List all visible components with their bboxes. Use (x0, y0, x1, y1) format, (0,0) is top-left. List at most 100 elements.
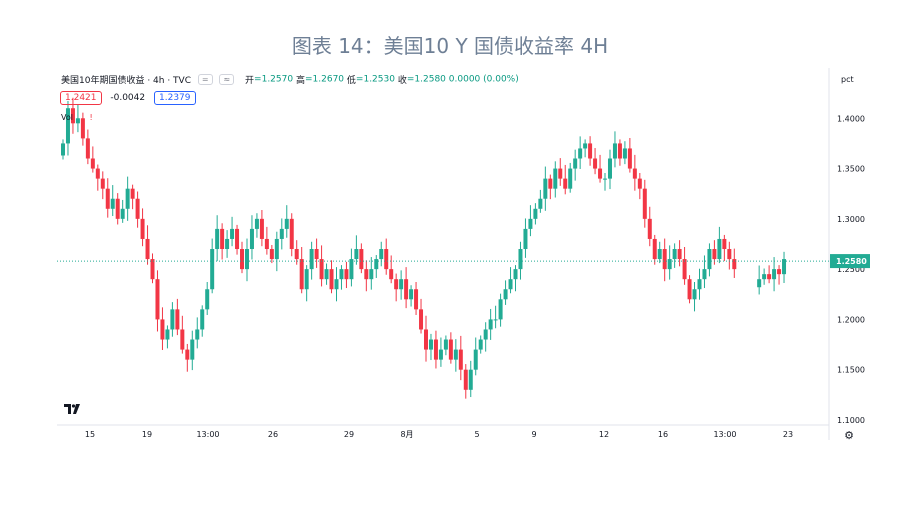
candle-body (190, 339, 195, 360)
spread-value: -0.0042 (110, 93, 146, 103)
candle-body (220, 228, 225, 250)
y-tick-label: 1.4000 (837, 114, 865, 123)
candle-body (727, 249, 732, 260)
candle-body (135, 198, 140, 219)
candle-body (424, 329, 428, 350)
candle-body (588, 143, 593, 159)
candle-body (622, 148, 627, 159)
high-value: =1.2670 (304, 74, 345, 85)
candle-body (145, 238, 150, 260)
candle-body (762, 274, 767, 280)
candle-body (702, 269, 707, 280)
candle-body (225, 238, 230, 250)
candle-body (538, 198, 543, 209)
y-tick-label: 1.3000 (837, 215, 865, 224)
candle-body (513, 269, 518, 280)
x-tick-label: 9 (531, 430, 536, 439)
candle-body (75, 118, 80, 124)
warning-icon[interactable]: ! (89, 113, 93, 122)
candle-body (284, 218, 289, 229)
volume-legend[interactable]: Vol ! (61, 113, 93, 122)
x-tick-label: 13:00 (196, 430, 219, 439)
candle-body (274, 238, 279, 260)
candle-body (463, 369, 468, 390)
candle-body (612, 143, 617, 159)
candle-body (389, 269, 394, 280)
candle-body (304, 269, 309, 290)
candle-body (349, 259, 354, 280)
eye-toggle-icon[interactable]: = (197, 74, 213, 85)
x-tick-label: 12 (599, 430, 609, 439)
open-value: =1.2570 (254, 74, 294, 85)
x-tick-label: 29 (344, 430, 354, 439)
candle-body (210, 249, 215, 290)
candle-body (438, 349, 443, 360)
candle-body (707, 249, 712, 270)
y-tick-label: 1.1500 (837, 366, 865, 375)
y-tick-label: 1.3500 (837, 165, 865, 174)
candle-body (603, 178, 608, 180)
candle-body (712, 249, 717, 260)
ask-badge[interactable]: 1.2379 (154, 91, 196, 105)
candle-body (105, 188, 110, 209)
candle-body (453, 349, 458, 360)
tradingview-logo[interactable] (64, 404, 82, 417)
candle-body (782, 259, 787, 275)
candle-body (428, 339, 433, 350)
candle-body (667, 259, 672, 270)
candle-body (324, 269, 329, 280)
candle-body (404, 279, 409, 300)
candle-body (642, 188, 647, 219)
candle-body (777, 269, 782, 275)
candle-body (259, 218, 264, 239)
candle-body (170, 309, 175, 330)
candle-body (279, 228, 284, 239)
candle-body (80, 118, 85, 139)
candle-body (687, 279, 692, 300)
candle-body (240, 249, 245, 270)
candle-body (175, 309, 180, 330)
candle-body (637, 178, 642, 189)
candle-body (384, 249, 389, 270)
candle-body (195, 329, 200, 340)
candle-body (607, 158, 612, 179)
candle-body (200, 309, 205, 330)
candle-body (419, 309, 424, 330)
candle-body (458, 349, 463, 370)
symbol-label[interactable]: 美国10年期国债收益 · 4h · TVC (61, 76, 191, 86)
compare-icon[interactable]: ≈ (219, 74, 235, 85)
candle-body (95, 168, 100, 179)
candle-body (409, 289, 414, 300)
low-label: 低 (346, 76, 356, 86)
candle-body (140, 218, 145, 239)
candle-body (369, 269, 374, 280)
change-value: 0.0000 (0.00%) (448, 74, 519, 85)
bid-badge[interactable]: 1.2421 (60, 91, 102, 105)
candle-body (767, 274, 772, 280)
candle-body (468, 369, 473, 390)
candle-body (503, 289, 508, 300)
chart-area[interactable]: pct 1.1000 1.1500 1.2000 1.2500 1.3000 1.3500 1… (57, 68, 870, 442)
ohlc-readout: 开=1.2570 高=1.2670 低=1.2530 收=1.2580 0.00… (245, 74, 519, 87)
candle-body (125, 188, 130, 209)
candle-body (717, 238, 722, 260)
candle-body (553, 168, 558, 189)
candlestick-chart[interactable]: pct 1.1000 1.1500 1.2000 1.2500 1.3000 1.3500 1… (57, 68, 870, 442)
candle-body (364, 269, 369, 280)
open-label: 开 (245, 76, 255, 86)
candle-body (523, 228, 528, 250)
candle-body (563, 178, 568, 189)
candle-body (150, 259, 155, 280)
candle-body (632, 168, 637, 179)
settings-gear-icon[interactable]: ⚙ (844, 429, 854, 442)
candle-body (205, 289, 210, 310)
candle-body (299, 259, 304, 290)
candle-body (359, 249, 364, 270)
candle-body (672, 249, 677, 260)
x-tick-label: 5 (474, 430, 479, 439)
candle-body (682, 259, 687, 280)
candle-body (344, 269, 349, 280)
candle-body (185, 349, 190, 360)
candle-body (478, 339, 483, 350)
candle-body (488, 319, 493, 330)
